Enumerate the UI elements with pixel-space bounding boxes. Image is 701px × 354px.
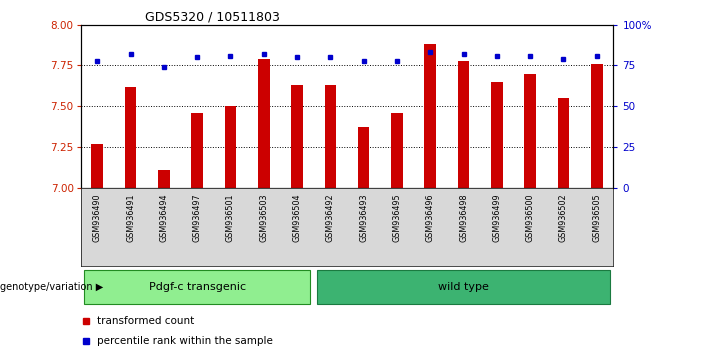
Bar — [125, 87, 137, 188]
Text: GSM936505: GSM936505 — [592, 194, 601, 242]
Text: GSM936492: GSM936492 — [326, 194, 335, 242]
Text: GSM936501: GSM936501 — [226, 194, 235, 242]
Text: genotype/variation ▶: genotype/variation ▶ — [0, 282, 103, 292]
Text: GSM936490: GSM936490 — [93, 194, 102, 242]
Text: GSM936498: GSM936498 — [459, 194, 468, 242]
Text: GSM936503: GSM936503 — [259, 194, 268, 242]
Text: percentile rank within the sample: percentile rank within the sample — [97, 336, 273, 346]
Text: GSM936500: GSM936500 — [526, 194, 535, 242]
Text: GSM936497: GSM936497 — [193, 194, 202, 242]
Text: GDS5320 / 10511803: GDS5320 / 10511803 — [144, 11, 280, 24]
Text: GSM936499: GSM936499 — [492, 194, 501, 242]
Text: GSM936493: GSM936493 — [359, 194, 368, 242]
Bar — [325, 85, 336, 188]
Text: wild type: wild type — [438, 282, 489, 292]
Bar — [391, 113, 403, 188]
Bar — [524, 74, 536, 188]
Bar — [84, 270, 311, 304]
Bar — [291, 85, 303, 188]
Text: GSM936491: GSM936491 — [126, 194, 135, 242]
Text: transformed count: transformed count — [97, 316, 194, 326]
Bar — [224, 106, 236, 188]
Bar — [317, 270, 610, 304]
Bar — [158, 170, 170, 188]
Bar — [491, 82, 503, 188]
Bar — [424, 44, 436, 188]
Text: GSM936504: GSM936504 — [292, 194, 301, 242]
Bar — [458, 61, 470, 188]
Text: Pdgf-c transgenic: Pdgf-c transgenic — [149, 282, 246, 292]
Bar — [557, 98, 569, 188]
Text: GSM936502: GSM936502 — [559, 194, 568, 242]
Text: GSM936495: GSM936495 — [393, 194, 402, 242]
Text: GSM936496: GSM936496 — [426, 194, 435, 242]
Bar — [258, 59, 270, 188]
Bar — [191, 113, 203, 188]
Bar — [358, 127, 369, 188]
Text: GSM936494: GSM936494 — [159, 194, 168, 242]
Bar — [591, 64, 603, 188]
Bar — [91, 144, 103, 188]
